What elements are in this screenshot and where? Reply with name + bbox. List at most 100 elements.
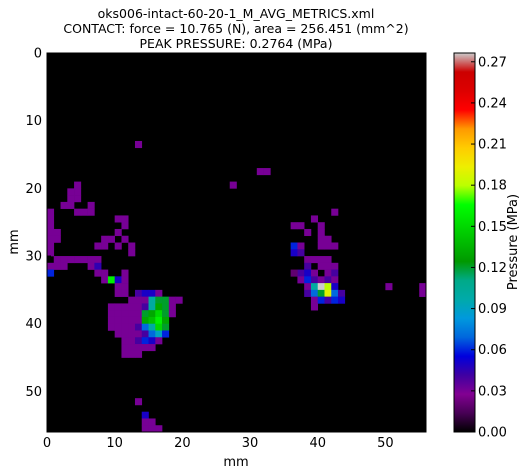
heatmap-cell: [141, 418, 149, 426]
heatmap-cell: [148, 344, 156, 352]
heatmap-cell: [175, 296, 183, 304]
heatmap-cell: [338, 289, 346, 297]
chart-title-line-1: oks006-intact-60-20-1_M_AVG_METRICS.xml: [98, 6, 375, 21]
heatmap-cell: [47, 269, 55, 277]
heatmap-cell: [141, 296, 149, 304]
heatmap-cell: [141, 344, 149, 352]
heatmap-cell: [134, 350, 143, 358]
x-tick-label: 50: [377, 436, 394, 451]
heatmap-cell: [121, 289, 129, 297]
heatmap-cell: [121, 215, 129, 223]
heatmap-cell: [155, 425, 163, 433]
heatmap-cell: [304, 283, 312, 291]
heatmap-cell: [317, 242, 325, 250]
heatmap-cell: [141, 411, 149, 419]
heatmap-cell: [107, 235, 115, 243]
heatmap-cell: [168, 303, 176, 311]
heatmap-cell: [297, 242, 305, 250]
heatmap-cell: [168, 296, 176, 304]
heatmap-cell: [310, 269, 319, 277]
heatmap-cell: [121, 330, 129, 338]
heatmap-cell: [134, 296, 143, 304]
heatmap-cell: [162, 310, 170, 318]
heatmap-cell: [134, 398, 143, 406]
colorbar: [453, 52, 476, 433]
heatmap-cell: [148, 323, 156, 331]
heatmap-cell: [317, 235, 325, 243]
heatmap-cell: [128, 350, 136, 358]
heatmap-cell: [114, 316, 122, 325]
heatmap-cell: [121, 337, 129, 345]
heatmap-cell: [419, 289, 427, 297]
heatmap-cell: [304, 269, 312, 277]
y-axis-label: mm: [7, 229, 22, 254]
heatmap-cell: [101, 242, 109, 250]
heatmap-cell: [114, 310, 122, 318]
heatmap-cell: [290, 242, 298, 250]
colorbar-tick-label: 0.18: [478, 179, 507, 194]
colorbar-tick-label: 0.00: [478, 426, 507, 441]
heatmap-cell: [141, 330, 149, 338]
heatmap-cell: [310, 215, 319, 223]
x-axis-label: mm: [223, 455, 248, 470]
heatmap-cell: [134, 303, 143, 311]
heatmap-cell: [162, 330, 170, 338]
heatmap-cell: [155, 310, 163, 318]
heatmap-cell: [121, 323, 129, 331]
heatmap-cell: [148, 330, 156, 338]
heatmap-cell: [128, 337, 136, 345]
heatmap-cell: [114, 303, 122, 311]
heatmap-cell: [331, 283, 339, 291]
heatmap-cell: [331, 208, 339, 216]
heatmap-cell: [114, 289, 122, 297]
heatmap-cell: [67, 256, 75, 264]
heatmap-cell: [47, 222, 55, 230]
heatmap-cell: [121, 350, 129, 358]
heatmap-cell: [121, 222, 129, 230]
heatmap-cell: [155, 303, 163, 311]
heatmap-cell: [107, 310, 115, 318]
heatmap-cell: [128, 316, 136, 325]
heatmap-cell: [324, 256, 332, 264]
heatmap-cell: [114, 283, 122, 291]
heatmap-cell: [290, 249, 298, 257]
heatmap-cell: [121, 310, 129, 318]
heatmap-cell: [101, 269, 109, 277]
heatmap-cell: [128, 323, 136, 331]
heatmap-cell: [331, 242, 339, 250]
colorbar-tick-label: 0.12: [478, 261, 507, 276]
heatmap-cell: [87, 262, 95, 270]
heatmap-cell: [162, 296, 170, 304]
heatmap-cell: [60, 262, 68, 270]
heatmap-cell: [331, 262, 339, 270]
heatmap-cell: [148, 303, 156, 311]
x-tick-label: 0: [43, 436, 51, 451]
heatmap-cell: [53, 256, 61, 264]
heatmap-cell: [338, 296, 346, 304]
heatmap-cell: [148, 316, 156, 325]
y-tick-label: 40: [25, 317, 42, 332]
heatmap-cell: [168, 310, 176, 318]
heatmap-cell: [324, 289, 332, 297]
heatmap-cell: [310, 289, 319, 297]
heatmap-cell: [324, 269, 332, 277]
heatmap-cell: [128, 296, 136, 304]
heatmap-cell: [134, 344, 143, 352]
heatmap-cell: [317, 283, 325, 291]
heatmap-cell: [385, 283, 393, 291]
heatmap-cell: [114, 323, 122, 331]
heatmap-cell: [128, 249, 136, 257]
colorbar-tick-label: 0.15: [478, 220, 507, 235]
heatmap-cell: [134, 330, 143, 338]
heatmap-cell: [87, 208, 95, 216]
heatmap-cell: [128, 344, 136, 352]
heatmap-cell: [67, 188, 75, 196]
heatmap-cell: [304, 262, 312, 270]
heatmap-cell: [317, 289, 325, 297]
heatmap-cell: [121, 235, 129, 243]
x-tick-label: 40: [309, 436, 326, 451]
heatmap-cell: [60, 201, 68, 209]
heatmap-cell: [74, 181, 82, 189]
heatmap-cell: [310, 276, 319, 284]
colorbar-tick-label: 0.21: [478, 138, 507, 153]
